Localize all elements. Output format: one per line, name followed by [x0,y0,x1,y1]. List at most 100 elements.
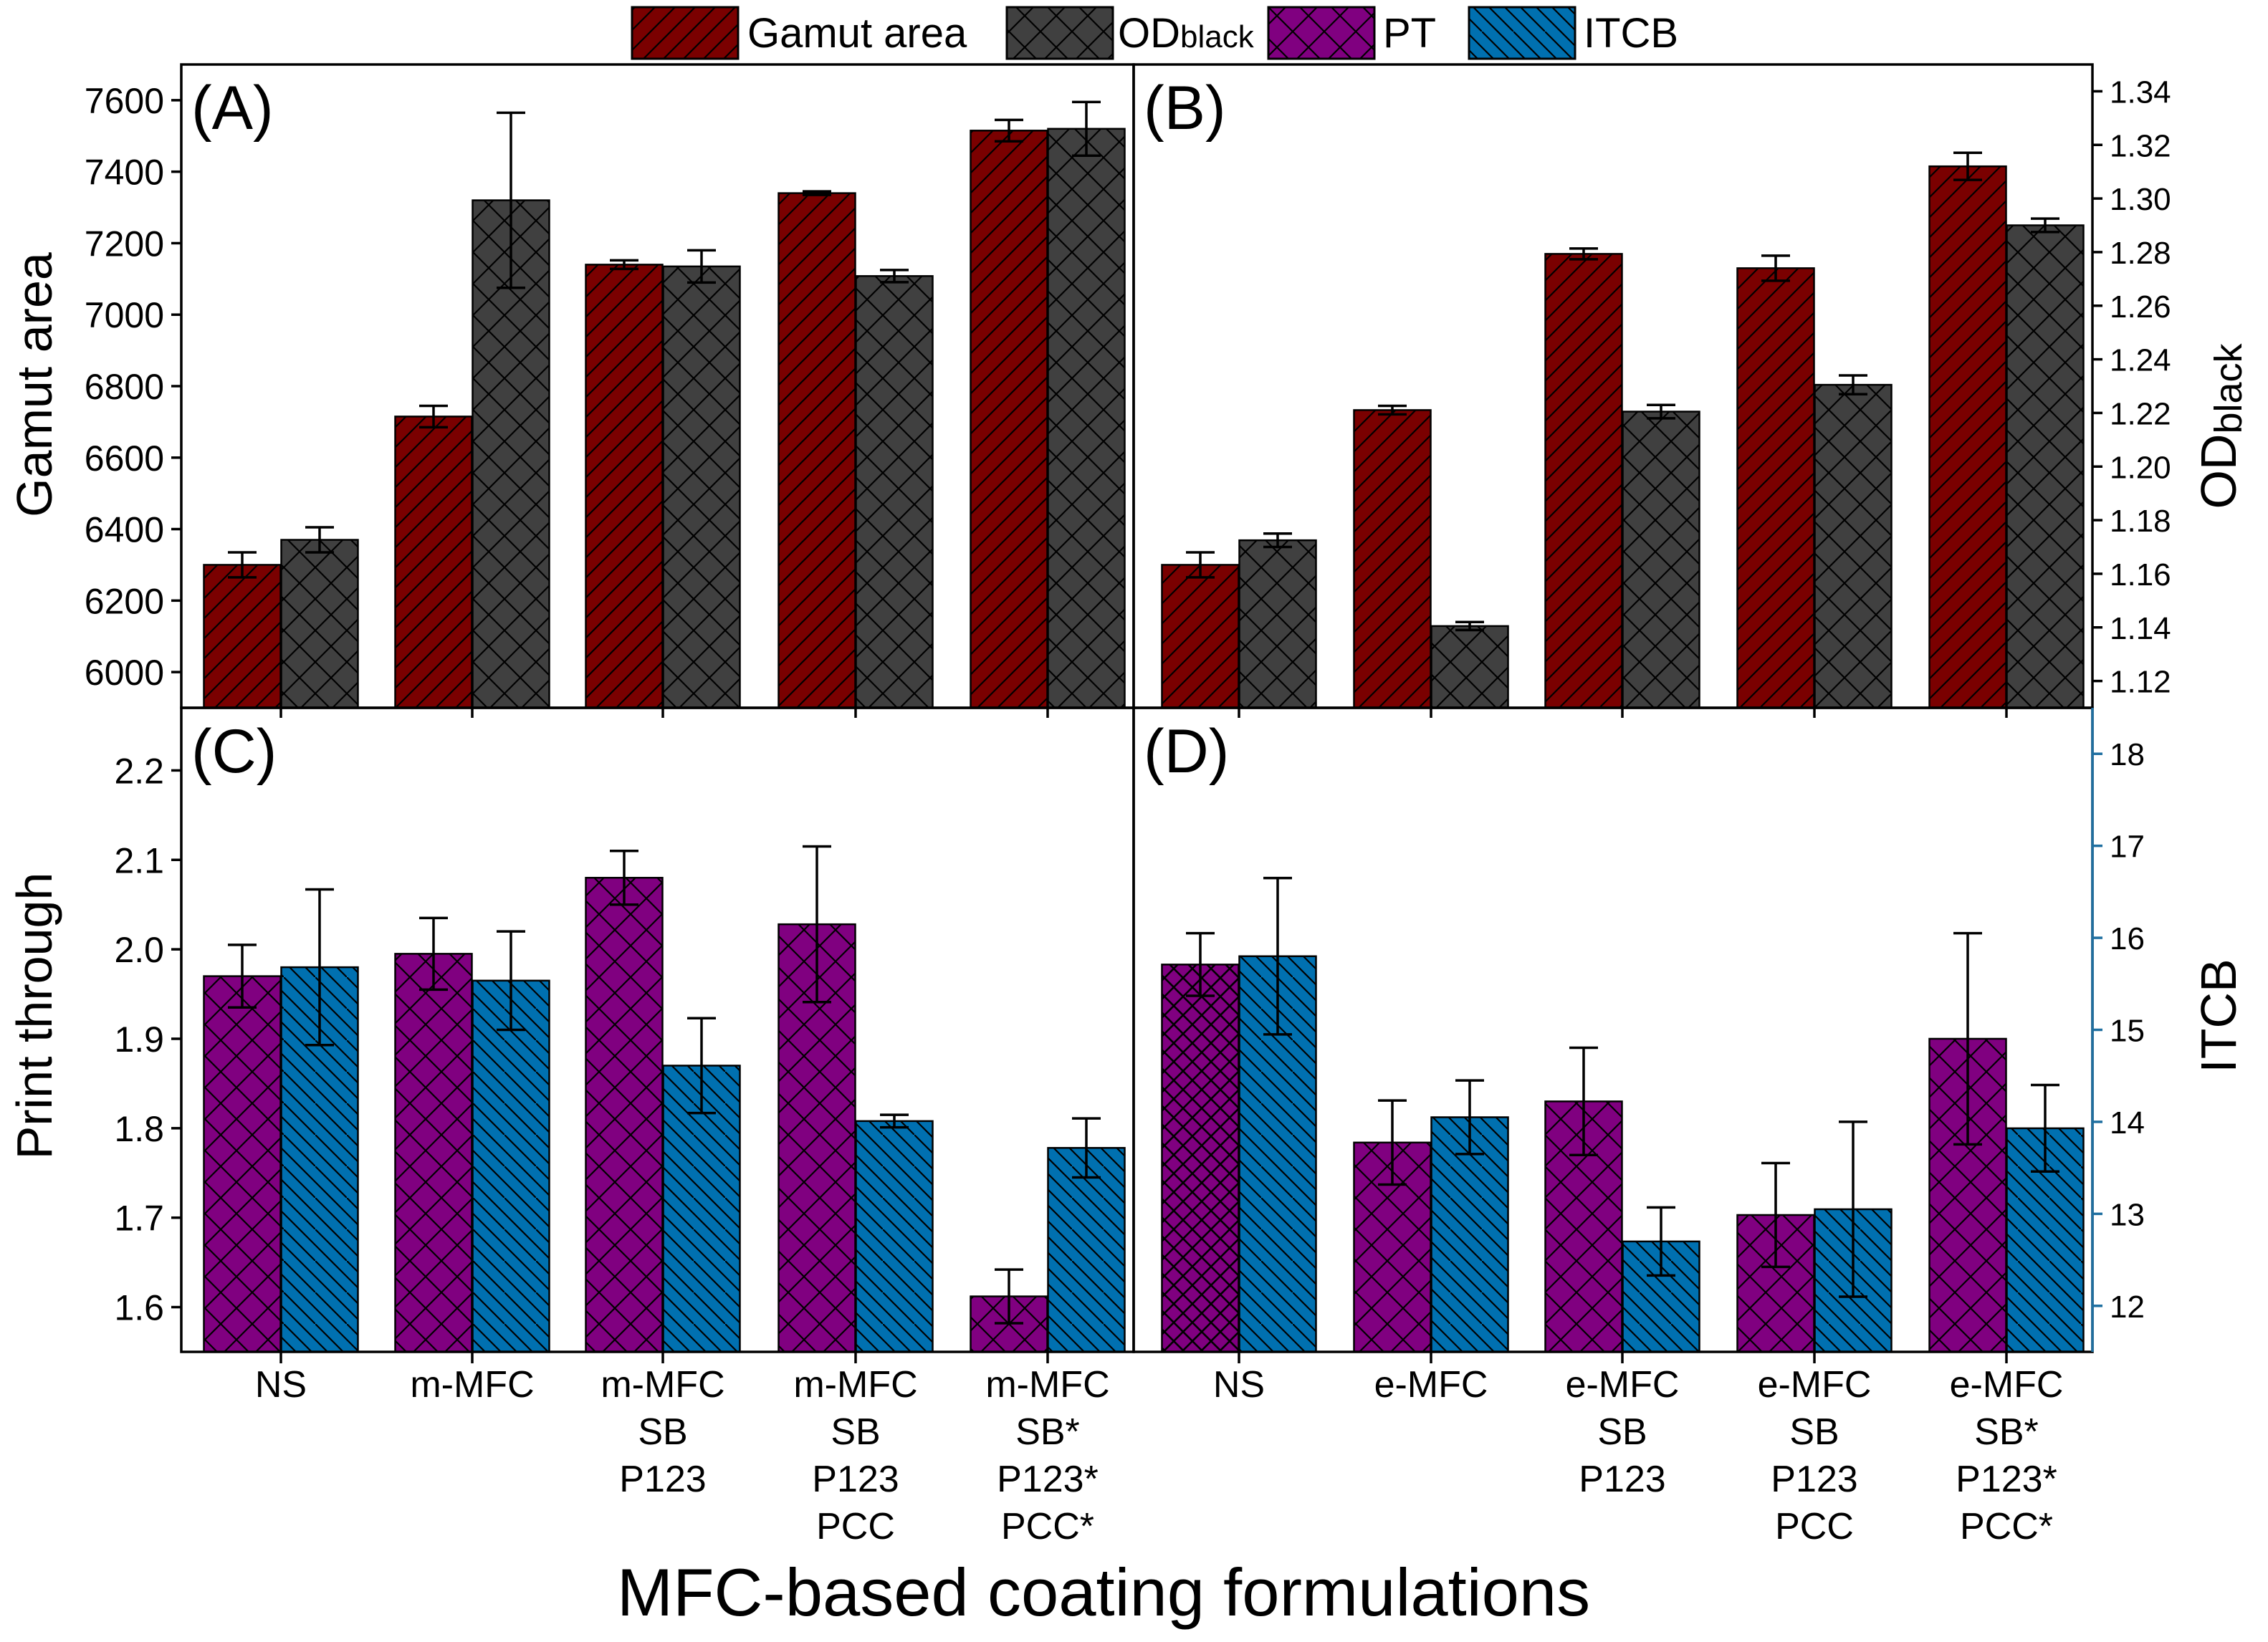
y-tick-label-a: 6800 [85,367,164,407]
y-tick-label-a: 6000 [85,653,164,693]
error-bar-c-itcb-5 [1072,1117,1101,1179]
error-bar-a-od-1 [305,526,334,554]
y2-tick-label-d: 12 [2110,1290,2145,1325]
y-tick-label-c: 1.7 [114,1199,164,1239]
panel-tag-a: (A) [191,74,274,143]
error-bar-c-pt-1 [228,944,257,1009]
error-bar-a-gamut-5 [995,118,1023,143]
error-bar-a-gamut-2 [419,404,448,429]
error-bar-a-od-2 [497,111,525,289]
y2-tick-label-b: 1.32 [2110,128,2171,163]
legend-label-gamut: Gamut area [747,10,967,57]
error-bar-c-itcb-4 [880,1113,909,1129]
bar-a-od-4 [855,275,934,709]
legend-swatch-itcb [1468,6,1576,60]
category-label-c-1: NS [255,1364,307,1406]
error-bar-a-gamut-3 [610,259,638,271]
error-bar-d-pt-4 [1761,1161,1790,1269]
y2-tick-label-b: 1.14 [2110,611,2171,646]
bar-b-gamut-5 [1928,165,2007,709]
error-bar-c-pt-4 [803,845,831,1004]
panel-d: (D) 12 13 14 15 16 17 18 NS e-MFC e-MFC SB P123 e-MFC… [1132,706,2145,1547]
y2-tick-label-b: 1.30 [2110,182,2171,217]
bar-d-pt-1 [1161,964,1240,1353]
bar-a-gamut-2 [394,416,473,709]
error-bar-b-gamut-4 [1761,254,1790,282]
bar-b-gamut-2 [1353,409,1432,709]
error-bar-d-itcb-1 [1263,876,1292,1036]
error-bar-c-pt-5 [995,1268,1023,1325]
error-bar-d-pt-5 [1953,931,1982,1146]
legend-swatch-od [1005,6,1114,60]
error-bar-a-od-3 [687,249,716,284]
bar-c-pt-3 [585,876,664,1353]
y-tick-label-a: 7200 [85,224,164,264]
bar-a-od-1 [280,539,359,709]
panel-b: (B) 1.12 1.14 1.16 1.18 1.20 1.22 1.24 1.26 1.28 1… [1132,63,2171,718]
error-bar-d-pt-3 [1569,1046,1598,1157]
error-bar-b-gamut-2 [1378,404,1407,416]
x-axis-title: MFC-based coating formulations [617,1555,1590,1630]
error-bar-d-pt-1 [1186,931,1215,997]
panels: (A)600062006400660068007000720074007600(… [85,63,2171,1547]
y-tick-label-c: 1.6 [114,1288,164,1328]
error-bar-a-gamut-4 [803,190,831,196]
category-label-d-4: e-MFC SB P123 PCC [1758,1364,1872,1547]
bar-a-gamut-5 [970,130,1048,709]
y-axis-title-print-through: Print through [6,873,62,1160]
y-tick-label-a: 7400 [85,153,164,193]
y-tick-label-c: 1.8 [114,1109,164,1149]
bar-c-itcb-2 [472,979,550,1353]
legend: Gamut area ODblack PT ITCB [631,6,1678,60]
y2-tick-label-b: 1.22 [2110,396,2171,431]
error-bar-b-gamut-3 [1569,247,1598,261]
y2-tick-label-b: 1.18 [2110,504,2171,539]
y-axis-title-od-black: ODblack [2191,342,2250,509]
y-tick-label-c: 1.9 [114,1019,164,1060]
y-tick-label-a: 7600 [85,81,164,121]
bar-b-od-2 [1430,625,1509,709]
bar-a-gamut-1 [203,564,282,709]
panel-a: (A) 6000 6200 6400 6600 6800 7000 7200 7400 7600 [85,63,1135,718]
category-label-c-3: m-MFC SB P123 [601,1364,724,1500]
bar-a-od-3 [662,265,741,709]
y-axis-title-gamut: Gamut area [6,252,62,517]
legend-label-pt: PT [1383,10,1436,57]
bar-b-gamut-3 [1544,253,1623,709]
y-tick-label-c: 2.0 [114,930,164,970]
y-axis-title-itcb: ITCB [2191,959,2247,1072]
y2-tick-label-d: 15 [2110,1014,2145,1049]
bar-b-od-5 [2006,224,2085,709]
y-tick-label-c: 2.1 [114,840,164,880]
error-bar-d-itcb-2 [1455,1079,1484,1156]
category-label-c-2: m-MFC [410,1364,534,1406]
category-label-d-2: e-MFC [1374,1364,1488,1406]
panel-tag-d: (D) [1144,717,1229,786]
y2-tick-label-d: 14 [2110,1105,2145,1141]
bar-c-pt-2 [394,953,473,1353]
category-label-c-5: m-MFC SB* P123* PCC* [985,1364,1109,1547]
bar-d-itcb-2 [1430,1116,1509,1353]
y2-tick-label-b: 1.24 [2110,343,2171,378]
y-tick-label-a: 6200 [85,581,164,621]
error-bar-c-itcb-3 [687,1017,716,1115]
error-bar-b-od-4 [1839,374,1867,395]
panel-tag-b: (B) [1144,74,1226,143]
error-bar-c-itcb-1 [305,888,334,1047]
error-bar-a-od-5 [1072,100,1101,157]
error-bar-b-od-2 [1455,620,1484,632]
legend-swatch-pt [1267,6,1376,60]
bar-a-gamut-3 [585,264,664,709]
bar-b-od-1 [1238,539,1317,709]
y2-tick-label-b: 1.34 [2110,75,2171,110]
error-bar-b-gamut-5 [1953,151,1982,181]
error-bar-c-pt-2 [419,916,448,992]
error-bar-c-pt-3 [610,850,638,906]
error-bar-d-itcb-3 [1647,1206,1675,1277]
category-label-d-3: e-MFC SB P123 [1566,1364,1680,1500]
category-label-c-4: m-MFC SB P123 PCC [793,1364,917,1547]
error-bar-a-od-4 [880,269,909,284]
error-bar-b-gamut-1 [1186,551,1215,579]
bar-b-gamut-4 [1736,267,1815,709]
